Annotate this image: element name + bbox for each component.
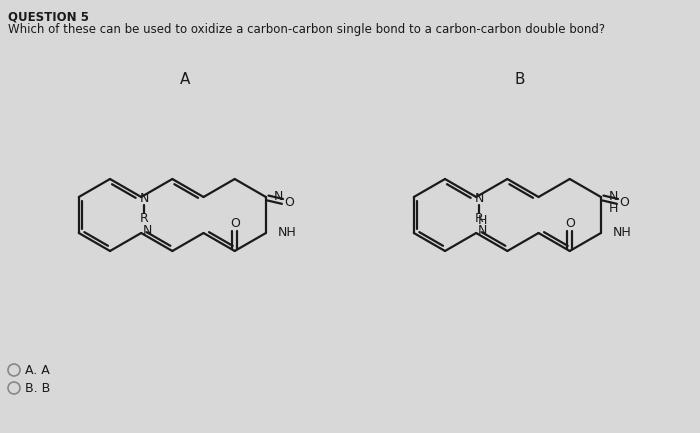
Text: O: O	[230, 217, 239, 230]
Text: A: A	[180, 72, 190, 87]
Text: O: O	[620, 196, 629, 209]
Text: H: H	[609, 201, 618, 214]
Text: R: R	[475, 213, 484, 226]
Text: R: R	[140, 213, 148, 226]
Text: B: B	[514, 72, 525, 87]
Text: N: N	[143, 224, 152, 237]
Text: O: O	[565, 217, 575, 230]
Text: N: N	[139, 193, 149, 206]
Text: NH: NH	[613, 226, 631, 239]
Text: B. B: B. B	[25, 381, 50, 394]
Text: O: O	[284, 196, 295, 209]
Text: NH: NH	[278, 226, 297, 239]
Text: N: N	[475, 193, 484, 206]
Text: Which of these can be used to oxidize a carbon-carbon single bond to a carbon-ca: Which of these can be used to oxidize a …	[8, 23, 605, 36]
Text: N: N	[609, 191, 618, 204]
Text: N: N	[477, 224, 487, 237]
Text: H: H	[477, 213, 487, 226]
Text: QUESTION 5: QUESTION 5	[8, 10, 89, 23]
Text: N: N	[274, 191, 284, 204]
Text: A. A: A. A	[25, 363, 50, 377]
